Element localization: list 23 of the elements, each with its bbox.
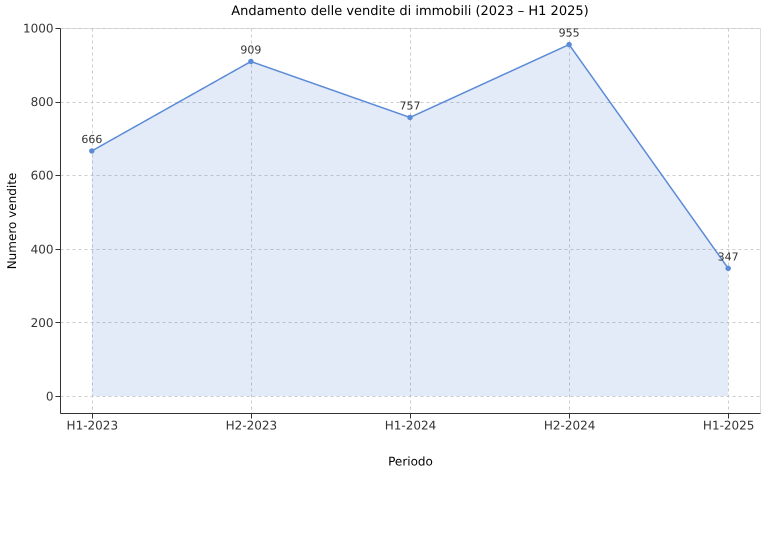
y-tick-label: 1000	[22, 22, 54, 36]
point	[89, 148, 95, 154]
point	[248, 58, 254, 64]
x-tick-label: H1-2025	[702, 418, 754, 432]
y-tick-label: 600	[30, 168, 54, 183]
y-axis-title: Numero vendite	[4, 172, 19, 270]
y-tick-label: 800	[30, 95, 54, 110]
data-label: 666	[81, 132, 102, 146]
chart-title: Andamento delle vendite di immobili (2023 – H1 2025)	[231, 4, 589, 19]
data-label: 757	[400, 99, 420, 112]
y-tick-label: 0	[46, 390, 54, 404]
x-tick-label: H2-2023	[226, 418, 278, 432]
data-label: 909	[240, 43, 262, 56]
x-tick-label: H1-2024	[384, 418, 436, 432]
point	[725, 266, 731, 272]
y-tick-label: 200	[30, 316, 54, 330]
x-tick-label: H1-2023	[66, 418, 118, 432]
y-tick-label: 400	[30, 242, 54, 256]
data-label: 955	[558, 26, 580, 40]
point	[566, 42, 572, 48]
x-axis-title: Periodo	[388, 454, 433, 468]
x-tick-label: H2-2024	[544, 418, 596, 432]
point	[407, 114, 413, 120]
